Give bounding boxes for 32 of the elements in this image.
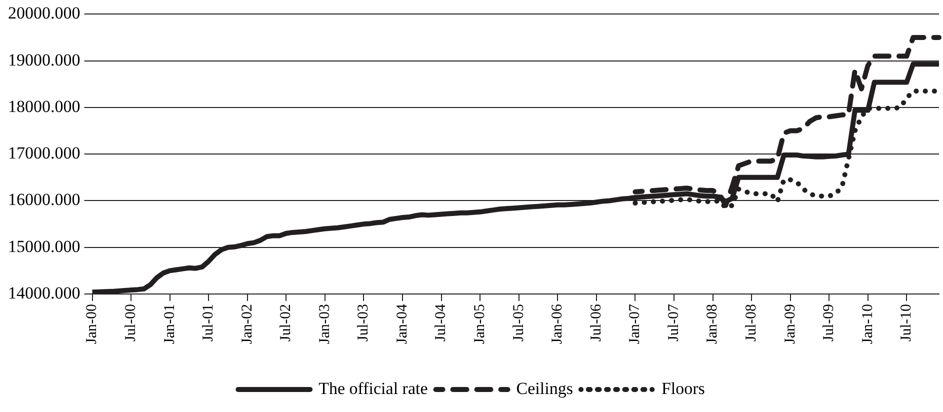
x-tick-label: Jul-02 bbox=[278, 304, 294, 342]
legend-label: The official rate bbox=[318, 378, 428, 398]
y-tick-label: 17000.000 bbox=[8, 144, 80, 163]
legend-label: Floors bbox=[661, 378, 705, 398]
x-tick-label: Jul-08 bbox=[743, 304, 760, 342]
x-tick-label: Jul-01 bbox=[200, 304, 217, 342]
x-tick-label: Jan-00 bbox=[84, 304, 100, 344]
x-tick-label: Jul-00 bbox=[122, 304, 139, 342]
x-tick-label: Jan-09 bbox=[782, 304, 798, 344]
x-tick-label: Jan-10 bbox=[860, 304, 876, 344]
y-tick-label: 15000.000 bbox=[8, 236, 80, 256]
y-tick-label: 19000.000 bbox=[8, 50, 80, 70]
x-tick-label: Jul-10 bbox=[898, 304, 915, 342]
x-tick-label: Jan-02 bbox=[239, 304, 256, 344]
y-tick-label: 20000.000 bbox=[8, 4, 80, 23]
x-tick-label: Jan-06 bbox=[550, 304, 566, 344]
y-tick-label: 18000.000 bbox=[8, 96, 80, 116]
x-tick-label: Jan-08 bbox=[704, 304, 721, 344]
x-tick-label: Jul-03 bbox=[356, 304, 372, 342]
x-tick-label: Jul-05 bbox=[510, 304, 527, 342]
x-tick-label: Jan-04 bbox=[394, 304, 410, 344]
y-tick-label: 16000.000 bbox=[8, 190, 80, 210]
x-tick-label: Jul-04 bbox=[433, 304, 450, 342]
x-tick-label: Jan-07 bbox=[627, 304, 644, 344]
x-tick-label: Jan-03 bbox=[316, 304, 333, 344]
x-tick-label: Jan-05 bbox=[472, 304, 488, 344]
x-tick-label: Jul-07 bbox=[666, 304, 682, 342]
y-tick-label: 14000.000 bbox=[8, 283, 80, 302]
x-tick-label: Jul-06 bbox=[588, 304, 604, 342]
legend-label: Ceilings bbox=[516, 378, 573, 398]
x-tick-label: Jul-09 bbox=[821, 304, 838, 342]
x-tick-label: Jan-01 bbox=[162, 304, 178, 344]
